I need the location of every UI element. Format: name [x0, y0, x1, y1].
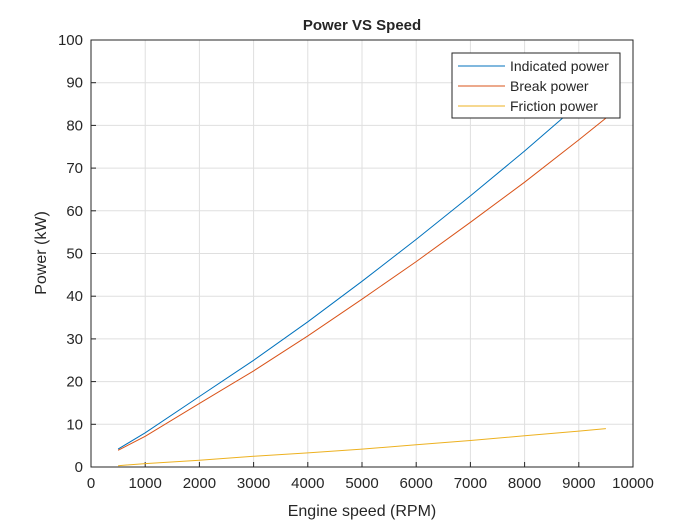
series-lines [117, 79, 607, 467]
legend: Indicated power Break power Friction power [451, 52, 621, 119]
chart-title: Power VS Speed [303, 17, 421, 34]
x-tick-label: 5000 [345, 475, 378, 492]
y-tick-labels: 0 10 20 30 40 50 60 70 80 90 100 [58, 32, 83, 476]
x-tick-label: 3000 [237, 475, 270, 492]
x-tick-label: 2000 [183, 475, 216, 492]
x-tick-label: 8000 [508, 475, 541, 492]
y-axis-label: Power (kW) [33, 211, 50, 295]
x-tick-label: 6000 [400, 475, 433, 492]
plot-area-border [90, 39, 634, 468]
x-axis-label: Engine speed (RPM) [288, 503, 437, 520]
y-tick-label: 70 [66, 160, 83, 177]
y-tick-label: 50 [66, 246, 83, 263]
series-line-indicated-power [117, 79, 607, 450]
x-tick-label: 4000 [291, 475, 324, 492]
y-tick-label: 20 [66, 374, 83, 391]
legend-label: Break power [510, 78, 589, 94]
x-tick-label: 9000 [562, 475, 595, 492]
x-tick-label: 7000 [454, 475, 487, 492]
legend-label: Friction power [510, 98, 598, 114]
legend-label: Indicated power [510, 58, 609, 74]
x-tick-label: 0 [87, 475, 95, 492]
y-tick-label: 30 [66, 331, 83, 348]
y-tick-label: 10 [66, 416, 83, 433]
series-line-break-power [117, 117, 607, 451]
y-tick-label: 40 [66, 288, 83, 305]
x-tick-label: 10000 [612, 475, 654, 492]
x-tick-label: 1000 [129, 475, 162, 492]
y-tick-label: 60 [66, 203, 83, 220]
y-tick-label: 0 [75, 459, 83, 476]
y-tick-label: 100 [58, 32, 83, 49]
y-tick-label: 80 [66, 117, 83, 134]
series-line-friction-power [118, 428, 606, 467]
x-tick-labels: 0 1000 2000 3000 4000 5000 6000 7000 8000 9000 100… [87, 475, 654, 492]
y-tick-label: 90 [66, 75, 83, 92]
